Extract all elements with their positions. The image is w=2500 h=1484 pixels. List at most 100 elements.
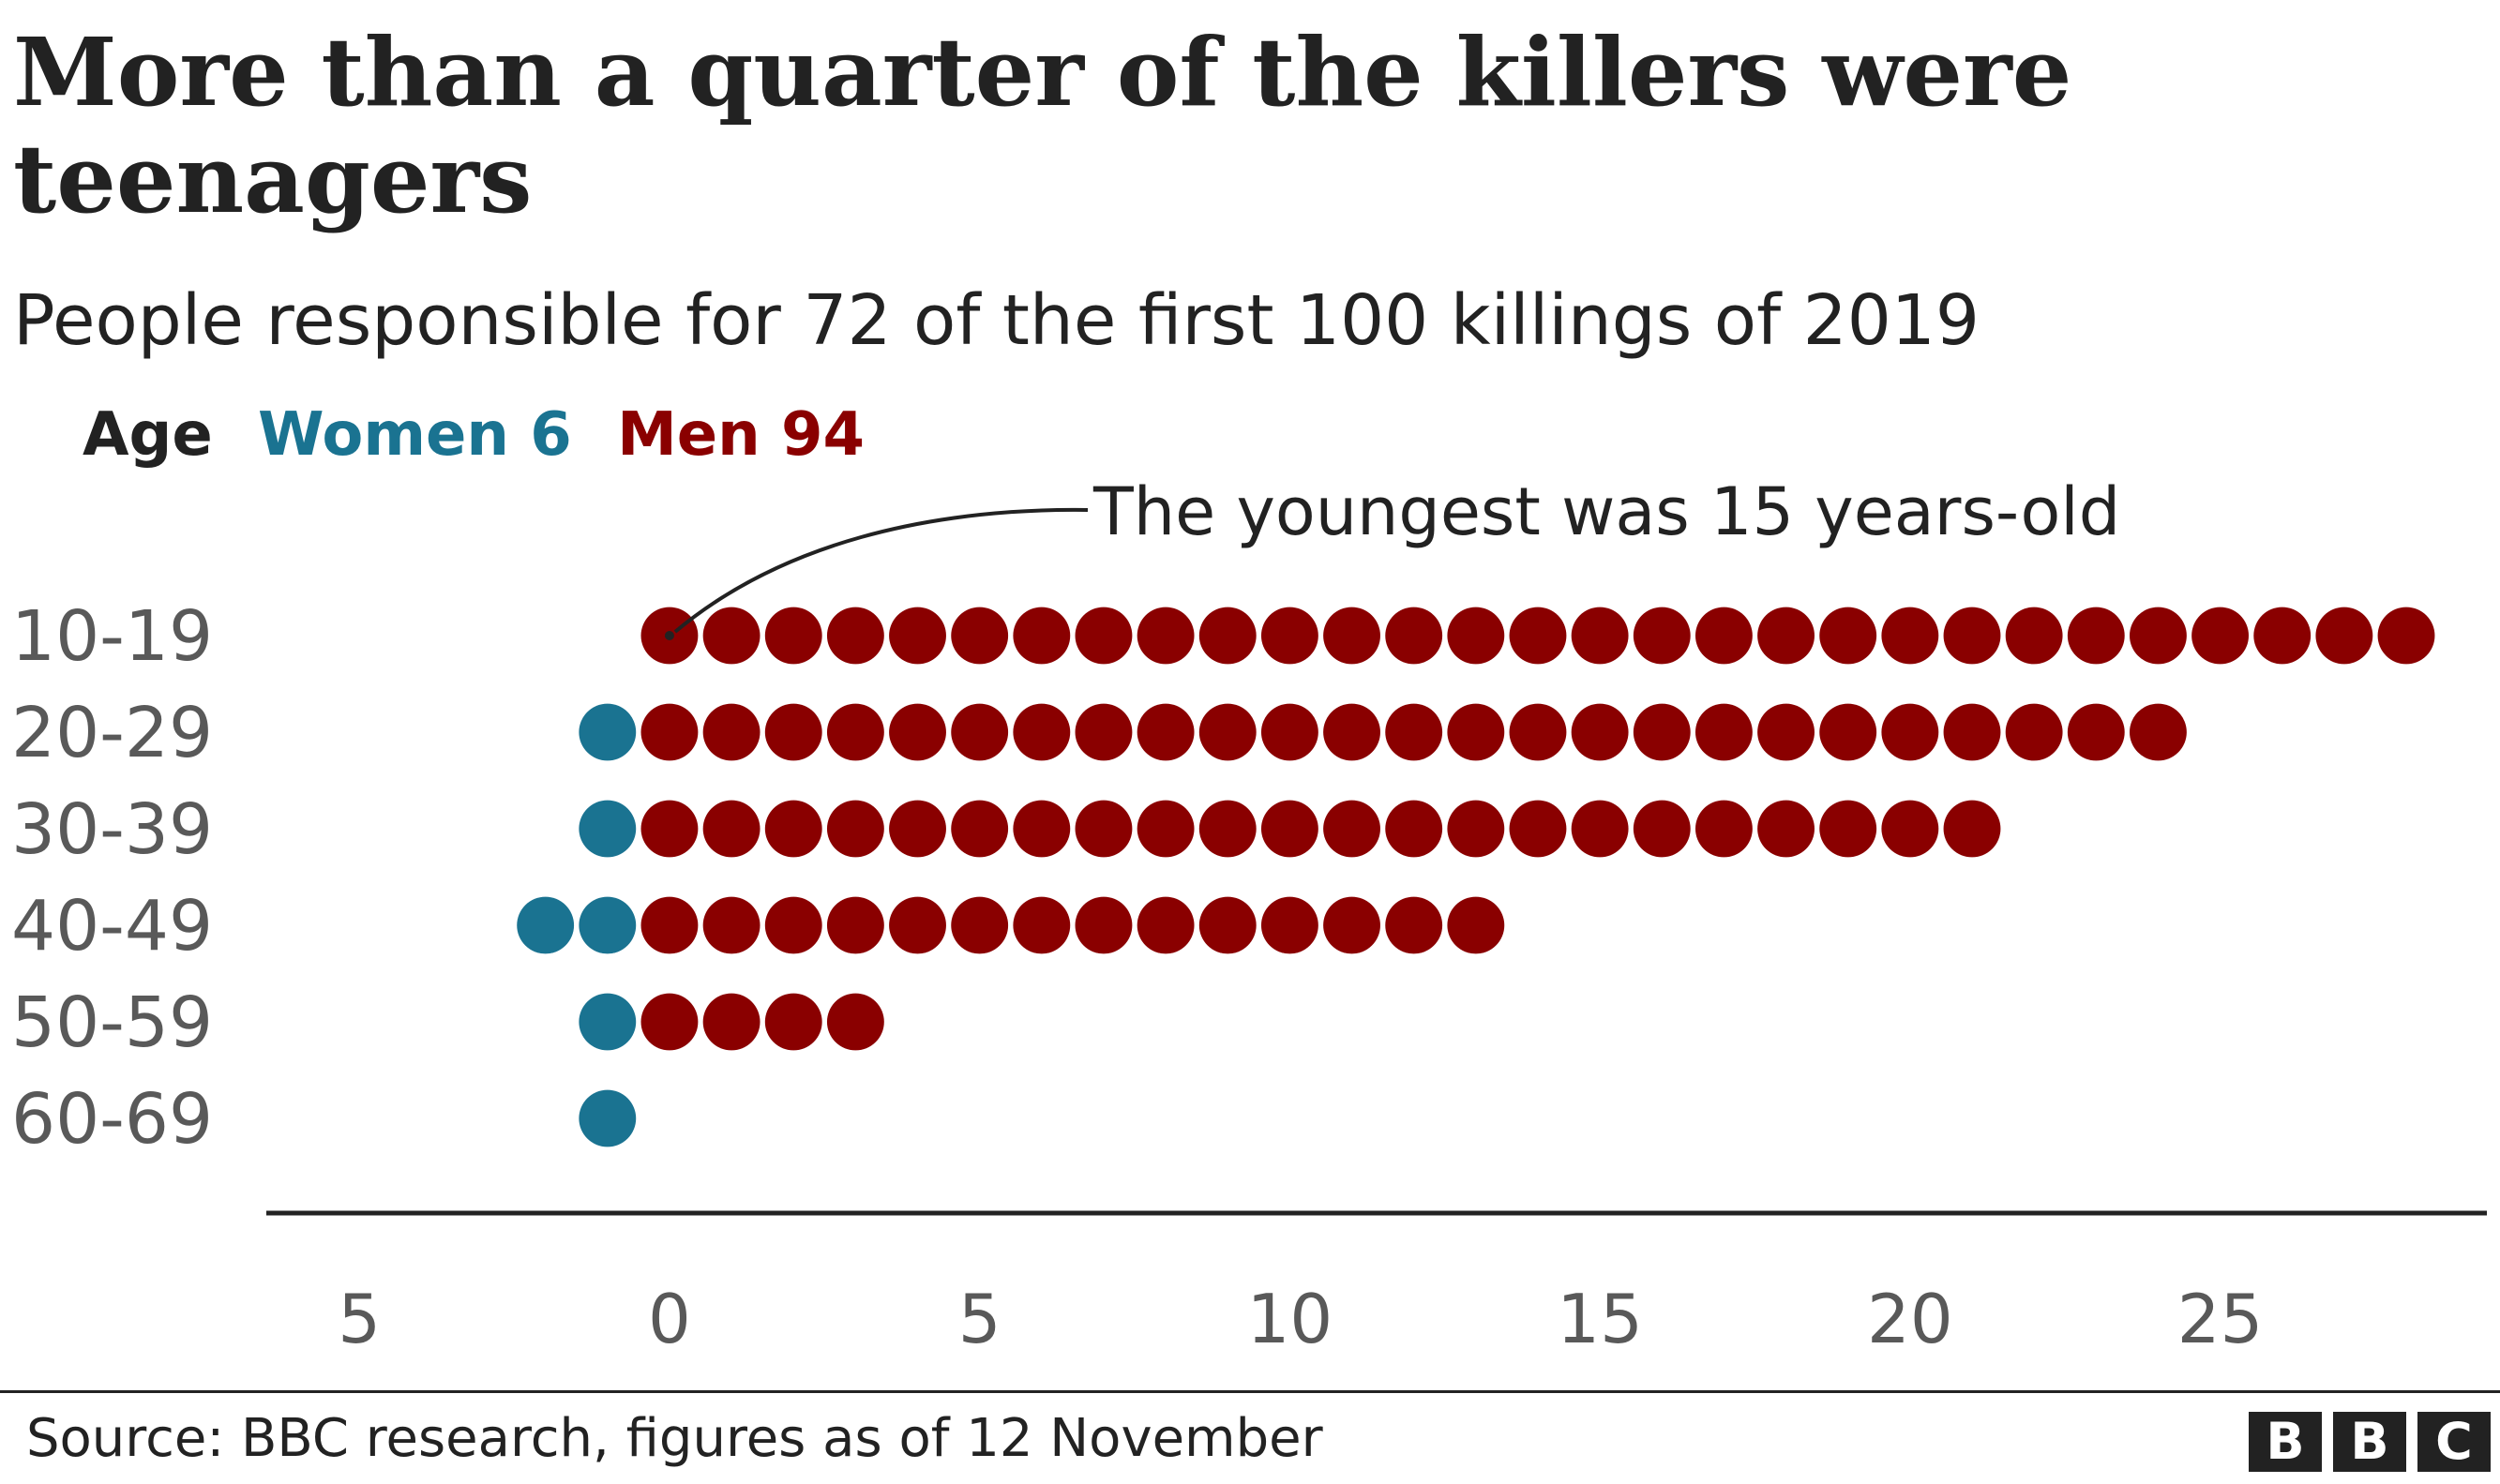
dot-men [1075,800,1133,858]
dot-men [826,896,884,954]
dot-men [1757,800,1815,858]
dot-women [579,800,637,858]
dot-men [1881,800,1939,858]
dot-men [1137,896,1195,954]
dot-men [2005,703,2063,761]
dot-men [1633,607,1691,665]
dot-men [2067,607,2125,665]
dot-men [1260,800,1318,858]
dot-men [2067,703,2125,761]
dot-men [1198,607,1257,665]
dot-women [579,1089,637,1147]
dot-men [2191,607,2250,665]
dot-men [1447,703,1505,761]
row-label: 20-29 [11,693,213,773]
row-label: 50-59 [11,982,213,1063]
x-tick-labels: 5 0 5 10 15 20 25 [338,1280,2263,1358]
row-label: 40-49 [11,886,213,967]
dot-men [1013,896,1071,954]
bbc-logo: B B C [2249,1412,2491,1472]
dot-men [1819,607,1877,665]
dot-men [702,607,761,665]
row-label: 30-39 [11,789,213,870]
dot-men [1571,607,1629,665]
dot-men [2315,607,2373,665]
dot-men [2005,607,2063,665]
chart-title: More than a quarter of the killers were … [13,17,2072,234]
dot-men [1819,800,1877,858]
dot-men [826,993,884,1051]
dot-men [951,703,1009,761]
dot-men [640,993,699,1051]
dot-men [2130,607,2187,665]
dot-men [1137,607,1195,665]
dot-men [1323,896,1380,954]
legend: Age Women 6 Men 94 [83,397,889,472]
legend-men: Men 94 [617,400,866,470]
dot-men [1198,703,1257,761]
logo-letter: B [2249,1412,2322,1472]
legend-age-label: Age [83,400,213,470]
logo-letter: C [2417,1412,2491,1472]
x-tick-label: 0 [648,1280,691,1358]
dot-men [640,896,699,954]
row-labels: 10-19 20-29 30-39 40-49 50-59 60-69 [11,596,213,1160]
dots-layer [517,607,2435,1147]
dot-men [1198,896,1257,954]
dot-men [764,896,822,954]
dot-men [1260,703,1318,761]
dot-men [1943,607,2001,665]
dot-men [1633,703,1691,761]
dot-men [1943,703,2001,761]
dot-men [1447,800,1505,858]
row-label: 60-69 [11,1079,213,1160]
dot-men [1075,607,1133,665]
dot-men [1075,896,1133,954]
dot-men [1137,703,1195,761]
dot-men [1694,800,1753,858]
dot-men [2253,607,2312,665]
dot-men [702,993,761,1051]
x-tick-label: 20 [1867,1280,1953,1358]
legend-women: Women 6 [258,400,572,470]
x-tick-label: 25 [2177,1280,2264,1358]
dot-men [826,800,884,858]
dot-men [889,703,946,761]
dot-men [1013,703,1071,761]
x-tick-label: 10 [1247,1280,1333,1358]
dot-men [640,703,699,761]
dot-men [702,896,761,954]
dot-men [1509,607,1567,665]
dot-men [1447,607,1505,665]
dot-men [2130,703,2187,761]
source-note: Source: BBC research, figures as of 12 N… [26,1408,1323,1469]
dot-men [764,993,822,1051]
dot-men [889,607,946,665]
dot-men [1260,896,1318,954]
annotation-marker [664,631,674,640]
dot-men [1694,703,1753,761]
dot-men [1633,800,1691,858]
dot-women [579,896,637,954]
dot-men [1385,703,1443,761]
dot-men [1323,607,1380,665]
dot-men [826,703,884,761]
dot-men [1260,607,1318,665]
dot-men [1881,607,1939,665]
dot-men [764,607,822,665]
dot-men [640,800,699,858]
dot-women [579,703,637,761]
dot-men [1137,800,1195,858]
logo-letter: B [2333,1412,2406,1472]
dot-men [1694,607,1753,665]
dot-men [1509,703,1567,761]
footer-divider [0,1390,2500,1393]
annotation-text: The youngest was 15 years-old [1092,473,2120,550]
dot-men [1013,607,1071,665]
dot-men [826,607,884,665]
chart-subtitle: People responsible for 72 of the first 1… [13,280,1980,361]
dot-men [951,896,1009,954]
row-label: 10-19 [11,596,213,677]
dot-men [1323,703,1380,761]
